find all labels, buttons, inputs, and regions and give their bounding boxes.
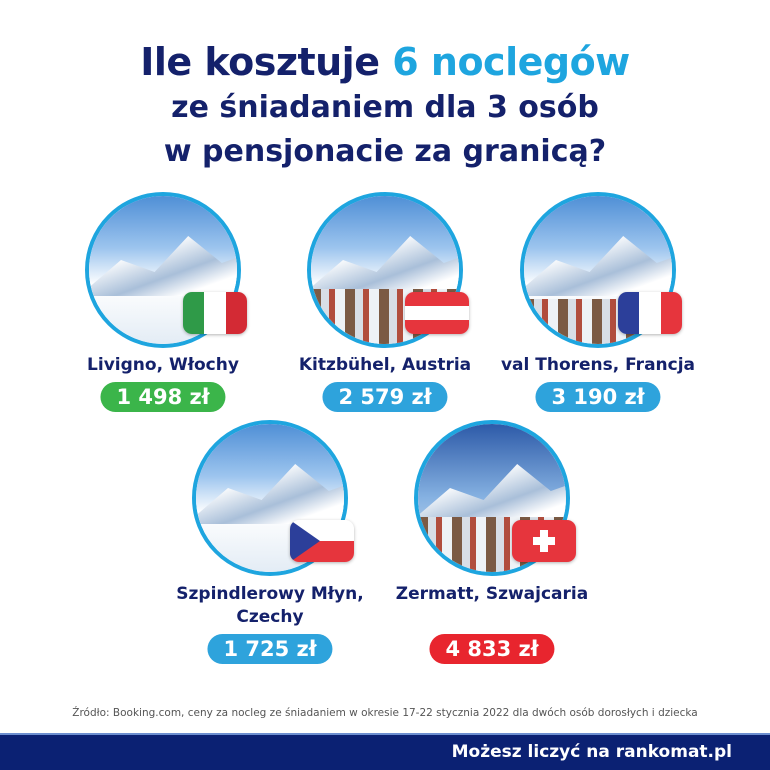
title-line-2: ze śniadaniem dla 3 osób xyxy=(171,90,599,125)
title-line-1: Ile kosztuje 6 noclegów xyxy=(0,40,770,84)
price-badge: 3 190 zł xyxy=(535,382,661,412)
italy-flag-icon xyxy=(183,292,247,334)
price-badge: 2 579 zł xyxy=(322,382,448,412)
source-note: Źródło: Booking.com, ceny za nocleg ze ś… xyxy=(72,707,698,719)
switzerland-flag-icon xyxy=(512,520,576,562)
destination-name: Livigno, Włochy xyxy=(87,355,239,375)
title-line-3: w pensjonacie za granicą? xyxy=(163,134,607,169)
price-badge: 1 725 zł xyxy=(207,634,333,664)
czech-flag-icon xyxy=(290,520,354,562)
destination-name: Zermatt, Szwajcaria xyxy=(395,584,589,604)
destination-name: Kitzbühel, Austria xyxy=(298,355,472,375)
footer-bar: Możesz liczyć na rankomat.pl xyxy=(0,733,770,770)
price-badge: 1 498 zł xyxy=(100,382,226,412)
austria-flag-icon xyxy=(405,292,469,334)
price-badge: 4 833 zł xyxy=(429,634,555,664)
title-accent: 6 noclegów xyxy=(392,40,630,84)
destination-photo xyxy=(520,192,676,348)
footer-slogan: Możesz liczyć na rankomat.pl xyxy=(451,742,732,762)
destination-name: Szpindlerowy Młyn, Czechy xyxy=(176,584,364,627)
title-text: Ile kosztuje xyxy=(140,40,393,84)
france-flag-icon xyxy=(618,292,682,334)
destination-name: val Thorens, Francja xyxy=(500,355,696,375)
